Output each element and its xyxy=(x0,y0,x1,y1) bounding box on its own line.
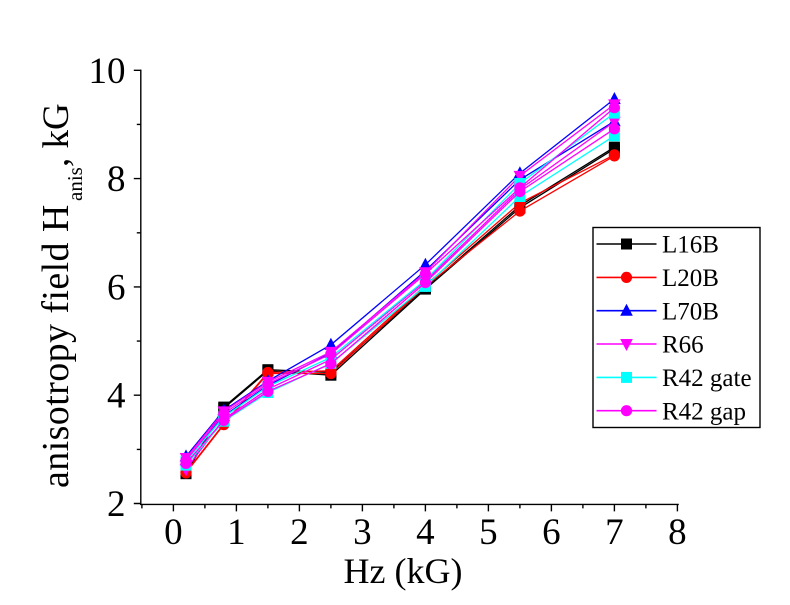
svg-text:8: 8 xyxy=(668,512,687,553)
svg-text:10: 10 xyxy=(89,51,126,92)
svg-text:L70B: L70B xyxy=(662,298,719,325)
svg-text:R42 gap: R42 gap xyxy=(662,398,746,425)
svg-text:R66: R66 xyxy=(662,332,704,359)
svg-text:8: 8 xyxy=(107,159,126,200)
svg-text:anisotropy field H: anisotropy field H xyxy=(35,204,77,488)
svg-text:2: 2 xyxy=(290,512,309,553)
svg-text:4: 4 xyxy=(416,512,435,553)
svg-text:0: 0 xyxy=(164,512,183,553)
svg-text:5: 5 xyxy=(479,512,498,553)
svg-text:6: 6 xyxy=(107,267,126,308)
svg-text:7: 7 xyxy=(605,512,624,553)
svg-text:L20B: L20B xyxy=(662,265,719,292)
svg-text:, kG: , kG xyxy=(36,103,77,167)
svg-text:4: 4 xyxy=(107,376,126,417)
svg-text:Hz (kG): Hz (kG) xyxy=(344,551,463,591)
svg-text:L16B: L16B xyxy=(662,232,719,259)
svg-text:anis: anis xyxy=(63,167,87,201)
svg-text:6: 6 xyxy=(542,512,561,553)
svg-text:2: 2 xyxy=(107,484,126,525)
svg-text:3: 3 xyxy=(353,512,372,553)
svg-text:R42 gate: R42 gate xyxy=(662,365,752,392)
svg-text:1: 1 xyxy=(227,512,246,553)
